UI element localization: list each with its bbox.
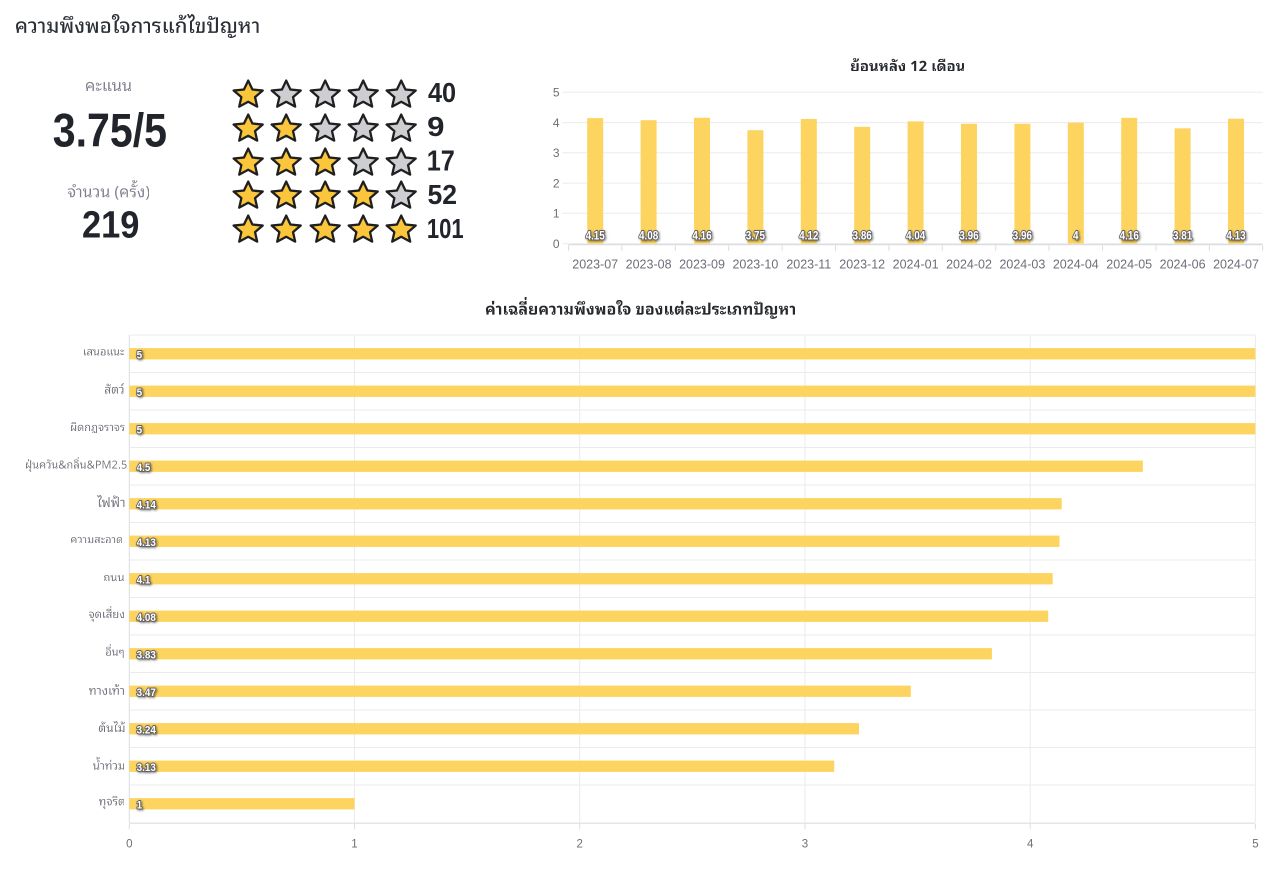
svg-text:219: 219 xyxy=(82,203,139,246)
svg-text:3.75/5: 3.75/5 xyxy=(53,105,167,157)
svg-text:4.15: 4.15 xyxy=(586,230,605,243)
svg-text:2023-12: 2023-12 xyxy=(839,258,885,272)
svg-text:3.47: 3.47 xyxy=(137,687,156,699)
svg-text:4: 4 xyxy=(1073,230,1079,243)
svg-text:2024-03: 2024-03 xyxy=(999,258,1045,272)
svg-text:4.08: 4.08 xyxy=(639,230,658,243)
svg-text:40: 40 xyxy=(428,77,456,108)
svg-text:2: 2 xyxy=(576,838,582,850)
svg-text:0: 0 xyxy=(553,237,560,251)
svg-text:2024-02: 2024-02 xyxy=(946,258,992,272)
svg-text:2024-06: 2024-06 xyxy=(1160,258,1206,272)
svg-text:3: 3 xyxy=(802,838,808,850)
svg-text:5: 5 xyxy=(137,425,143,437)
svg-text:2023-10: 2023-10 xyxy=(732,258,778,272)
svg-text:2024-07: 2024-07 xyxy=(1213,258,1259,272)
svg-text:1: 1 xyxy=(553,207,560,221)
svg-text:4.5: 4.5 xyxy=(137,462,151,474)
svg-text:4.16: 4.16 xyxy=(692,230,711,243)
svg-text:4.04: 4.04 xyxy=(906,230,925,243)
svg-text:4: 4 xyxy=(553,116,560,130)
svg-text:2024-01: 2024-01 xyxy=(893,258,939,272)
svg-text:2023-09: 2023-09 xyxy=(679,258,725,272)
svg-text:3.81: 3.81 xyxy=(1173,230,1192,243)
svg-text:1: 1 xyxy=(351,838,357,850)
svg-text:3.96: 3.96 xyxy=(1013,230,1032,243)
svg-text:4.08: 4.08 xyxy=(137,612,156,624)
svg-text:4.16: 4.16 xyxy=(1120,230,1139,243)
svg-text:5: 5 xyxy=(1252,838,1258,850)
svg-text:2023-08: 2023-08 xyxy=(626,258,672,272)
svg-text:3.86: 3.86 xyxy=(853,230,872,243)
svg-text:3.75: 3.75 xyxy=(746,230,765,243)
svg-text:4.12: 4.12 xyxy=(799,230,818,243)
svg-text:2023-07: 2023-07 xyxy=(572,258,618,272)
svg-text:5: 5 xyxy=(137,350,143,362)
svg-text:9: 9 xyxy=(427,112,444,143)
svg-text:101: 101 xyxy=(427,214,464,245)
svg-text:5: 5 xyxy=(553,86,560,100)
svg-text:0: 0 xyxy=(126,838,132,850)
svg-text:4.13: 4.13 xyxy=(1226,230,1245,243)
svg-text:2024-05: 2024-05 xyxy=(1106,258,1152,272)
svg-text:3.83: 3.83 xyxy=(137,650,156,662)
svg-text:4.13: 4.13 xyxy=(137,537,156,549)
svg-text:2023-11: 2023-11 xyxy=(786,258,831,272)
svg-text:5: 5 xyxy=(137,387,143,399)
svg-text:1: 1 xyxy=(137,800,143,812)
svg-text:4.14: 4.14 xyxy=(137,500,156,512)
svg-text:52: 52 xyxy=(427,178,457,210)
svg-text:3: 3 xyxy=(553,146,560,160)
svg-text:3.96: 3.96 xyxy=(959,230,978,243)
svg-text:2024-04: 2024-04 xyxy=(1053,258,1099,272)
svg-text:2: 2 xyxy=(553,176,560,190)
svg-text:4.1: 4.1 xyxy=(137,575,151,587)
svg-text:4: 4 xyxy=(1027,838,1034,850)
svg-text:3.13: 3.13 xyxy=(137,762,156,774)
svg-text:17: 17 xyxy=(427,145,455,177)
svg-text:3.24: 3.24 xyxy=(137,725,156,737)
